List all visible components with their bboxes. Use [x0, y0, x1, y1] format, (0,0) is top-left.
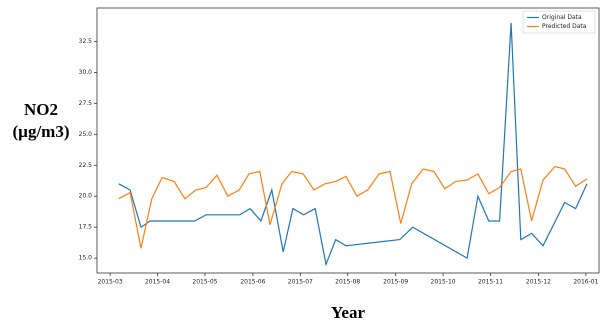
- y-tick-label: 22.5: [79, 162, 93, 169]
- y-tick-label: 25.0: [79, 131, 93, 138]
- x-tick-label: 2015-09: [383, 279, 408, 286]
- x-tick-label: 2016-01: [573, 279, 598, 286]
- x-tick-label: 2015-05: [192, 279, 217, 286]
- x-tick-label: 2015-06: [240, 279, 265, 286]
- x-tick-label: 2015-10: [431, 279, 456, 286]
- series-line: [118, 22, 588, 267]
- y-tick-label: 32.5: [79, 38, 93, 45]
- x-tick-label: 2015-08: [335, 279, 360, 286]
- y-tick-label: 15.0: [79, 255, 93, 262]
- x-tick-label: 2015-07: [288, 279, 313, 286]
- y-tick-label: 20.0: [79, 193, 93, 200]
- y-axis-label: (µg/m3): [12, 122, 69, 141]
- x-tick-label: 2015-04: [145, 279, 170, 286]
- legend-label: Predicted Data: [542, 23, 587, 30]
- y-axis-label: NO2: [24, 100, 58, 119]
- x-axis-label: Year: [331, 303, 365, 322]
- legend-label: Original Data: [542, 14, 582, 21]
- y-tick-label: 27.5: [79, 100, 93, 107]
- y-tick-label: 30.0: [79, 69, 93, 76]
- x-tick-label: 2015-03: [98, 279, 123, 286]
- legend-box: [522, 10, 596, 34]
- y-tick-label: 17.5: [79, 224, 93, 231]
- x-tick-label: 2015-12: [526, 279, 551, 286]
- series-line: [118, 165, 588, 249]
- x-tick-label: 2015-11: [478, 279, 503, 286]
